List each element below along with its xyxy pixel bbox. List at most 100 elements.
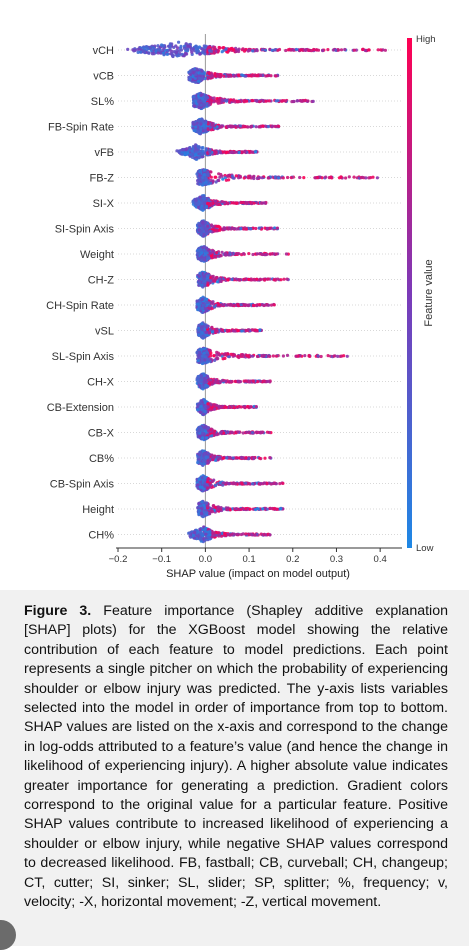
shap-point	[223, 201, 226, 204]
shap-point	[210, 74, 213, 77]
shap-point	[205, 298, 208, 301]
shap-point	[230, 380, 233, 383]
shap-point	[200, 198, 203, 201]
shap-point	[275, 252, 278, 255]
shap-point	[266, 278, 269, 281]
shap-point	[225, 179, 228, 182]
shap-point	[247, 252, 250, 255]
shap-point	[219, 151, 222, 154]
shap-point	[209, 279, 212, 282]
shap-point	[206, 375, 209, 378]
shap-point	[199, 230, 202, 233]
shap-point	[201, 50, 204, 53]
shap-point	[207, 46, 210, 49]
shap-point	[217, 172, 220, 175]
shap-point	[339, 175, 342, 178]
shap-point	[226, 329, 229, 332]
shap-point	[206, 301, 209, 304]
shap-point	[247, 278, 250, 281]
shap-point	[235, 277, 238, 280]
shap-point	[277, 125, 280, 128]
shap-point	[205, 436, 208, 439]
shap-point	[195, 158, 198, 161]
shap-point	[255, 125, 258, 128]
shap-point	[249, 201, 252, 204]
shap-point	[209, 408, 212, 411]
shap-point	[218, 125, 221, 128]
shap-point	[198, 170, 201, 173]
shap-point	[181, 153, 184, 156]
shap-point	[210, 302, 213, 305]
shap-point	[212, 431, 215, 434]
shap-point	[222, 75, 225, 78]
shap-point	[204, 130, 207, 133]
shap-point	[201, 149, 204, 152]
shap-point	[251, 431, 254, 434]
shap-point	[215, 180, 218, 183]
shap-point	[198, 275, 201, 278]
shap-point	[200, 70, 203, 73]
shap-point	[204, 355, 207, 358]
shap-point	[213, 381, 216, 384]
shap-point	[200, 94, 203, 97]
shap-point	[258, 303, 261, 306]
shap-point	[229, 406, 232, 409]
shap-point	[197, 100, 200, 103]
shap-point	[253, 202, 256, 205]
shap-point	[209, 170, 212, 173]
shap-point	[197, 80, 200, 83]
shap-point	[261, 253, 264, 256]
shap-point	[206, 231, 209, 234]
shap-point	[249, 227, 252, 230]
shap-point	[240, 73, 243, 76]
shap-point	[208, 307, 211, 310]
shap-point	[261, 176, 264, 179]
shap-point	[205, 148, 208, 151]
shap-point	[201, 307, 204, 310]
shap-point	[197, 145, 200, 148]
shap-point	[226, 353, 229, 356]
shap-point	[248, 303, 251, 306]
shap-point	[216, 280, 219, 283]
shap-point	[220, 430, 223, 433]
shap-point	[230, 47, 233, 50]
shap-point	[208, 50, 211, 53]
shap-point	[232, 201, 235, 204]
shap-point	[247, 74, 250, 77]
shap-point	[282, 278, 285, 281]
shap-point	[221, 50, 224, 53]
shap-point	[196, 202, 199, 205]
shap-point	[218, 406, 221, 409]
shap-point	[215, 353, 218, 356]
shap-point	[198, 383, 201, 386]
shap-point	[232, 329, 235, 332]
shap-point	[205, 228, 208, 231]
shap-point	[203, 103, 206, 106]
shap-point	[198, 156, 201, 159]
shap-point	[330, 176, 333, 179]
shap-point	[203, 274, 206, 277]
shap-point	[279, 278, 282, 281]
shap-point	[353, 176, 356, 179]
shap-point	[210, 428, 213, 431]
shap-point	[240, 303, 243, 306]
shap-point	[346, 355, 349, 358]
shap-point	[206, 274, 209, 277]
shap-point	[208, 148, 211, 151]
shap-point	[238, 279, 241, 282]
shap-point	[218, 354, 221, 357]
shap-point	[209, 230, 212, 233]
shap-point	[292, 100, 295, 103]
shap-point	[192, 48, 195, 51]
shap-point	[196, 148, 199, 151]
shap-point	[200, 206, 203, 209]
shap-point	[201, 436, 204, 439]
shap-point	[243, 278, 246, 281]
shap-point	[286, 354, 289, 357]
shap-point	[201, 298, 204, 301]
shap-point	[274, 74, 277, 77]
shap-point	[270, 304, 273, 307]
shap-point	[198, 224, 201, 227]
shap-point	[224, 99, 227, 102]
shap-point	[225, 406, 228, 409]
